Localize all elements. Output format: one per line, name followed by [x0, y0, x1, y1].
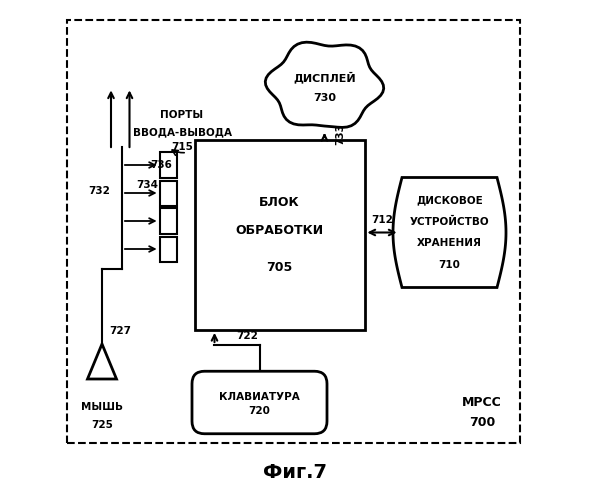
FancyBboxPatch shape — [192, 371, 327, 434]
Text: БЛОК: БЛОК — [259, 196, 300, 209]
Text: 700: 700 — [469, 416, 495, 429]
FancyBboxPatch shape — [160, 208, 177, 234]
Text: 730: 730 — [313, 92, 336, 102]
Text: 710: 710 — [439, 260, 461, 270]
FancyBboxPatch shape — [160, 152, 177, 178]
Polygon shape — [393, 178, 506, 288]
Text: 732: 732 — [88, 186, 111, 196]
Text: 733: 733 — [336, 123, 346, 144]
Text: 712: 712 — [371, 215, 393, 225]
Text: 715: 715 — [171, 142, 193, 152]
Text: ПОРТЫ: ПОРТЫ — [160, 110, 204, 120]
FancyBboxPatch shape — [194, 140, 365, 330]
Text: ДИСПЛЕЙ: ДИСПЛЕЙ — [293, 72, 356, 84]
Text: ДИСКОВОЕ: ДИСКОВОЕ — [416, 195, 483, 205]
FancyBboxPatch shape — [160, 180, 177, 206]
FancyBboxPatch shape — [160, 236, 177, 262]
Text: 720: 720 — [249, 406, 270, 416]
Text: КЛАВИАТУРА: КЛАВИАТУРА — [219, 392, 300, 402]
Polygon shape — [88, 344, 117, 379]
Text: 722: 722 — [236, 331, 258, 341]
Text: МЫШЬ: МЫШЬ — [81, 402, 123, 412]
Text: 725: 725 — [91, 420, 113, 430]
Text: УСТРОЙСТВО: УСТРОЙСТВО — [410, 216, 489, 226]
Text: 736: 736 — [151, 160, 173, 170]
Text: Фиг.7: Фиг.7 — [263, 463, 326, 482]
Text: 734: 734 — [136, 180, 158, 190]
Text: 705: 705 — [266, 261, 293, 274]
Text: 727: 727 — [110, 326, 131, 336]
FancyBboxPatch shape — [67, 20, 519, 442]
Polygon shape — [265, 42, 383, 127]
Text: МРСС: МРСС — [462, 396, 502, 409]
Text: ОБРАБОТКИ: ОБРАБОТКИ — [236, 224, 323, 236]
Text: ХРАНЕНИЯ: ХРАНЕНИЯ — [417, 238, 482, 248]
Text: ВВОДА-ВЫВОДА: ВВОДА-ВЫВОДА — [133, 128, 231, 138]
